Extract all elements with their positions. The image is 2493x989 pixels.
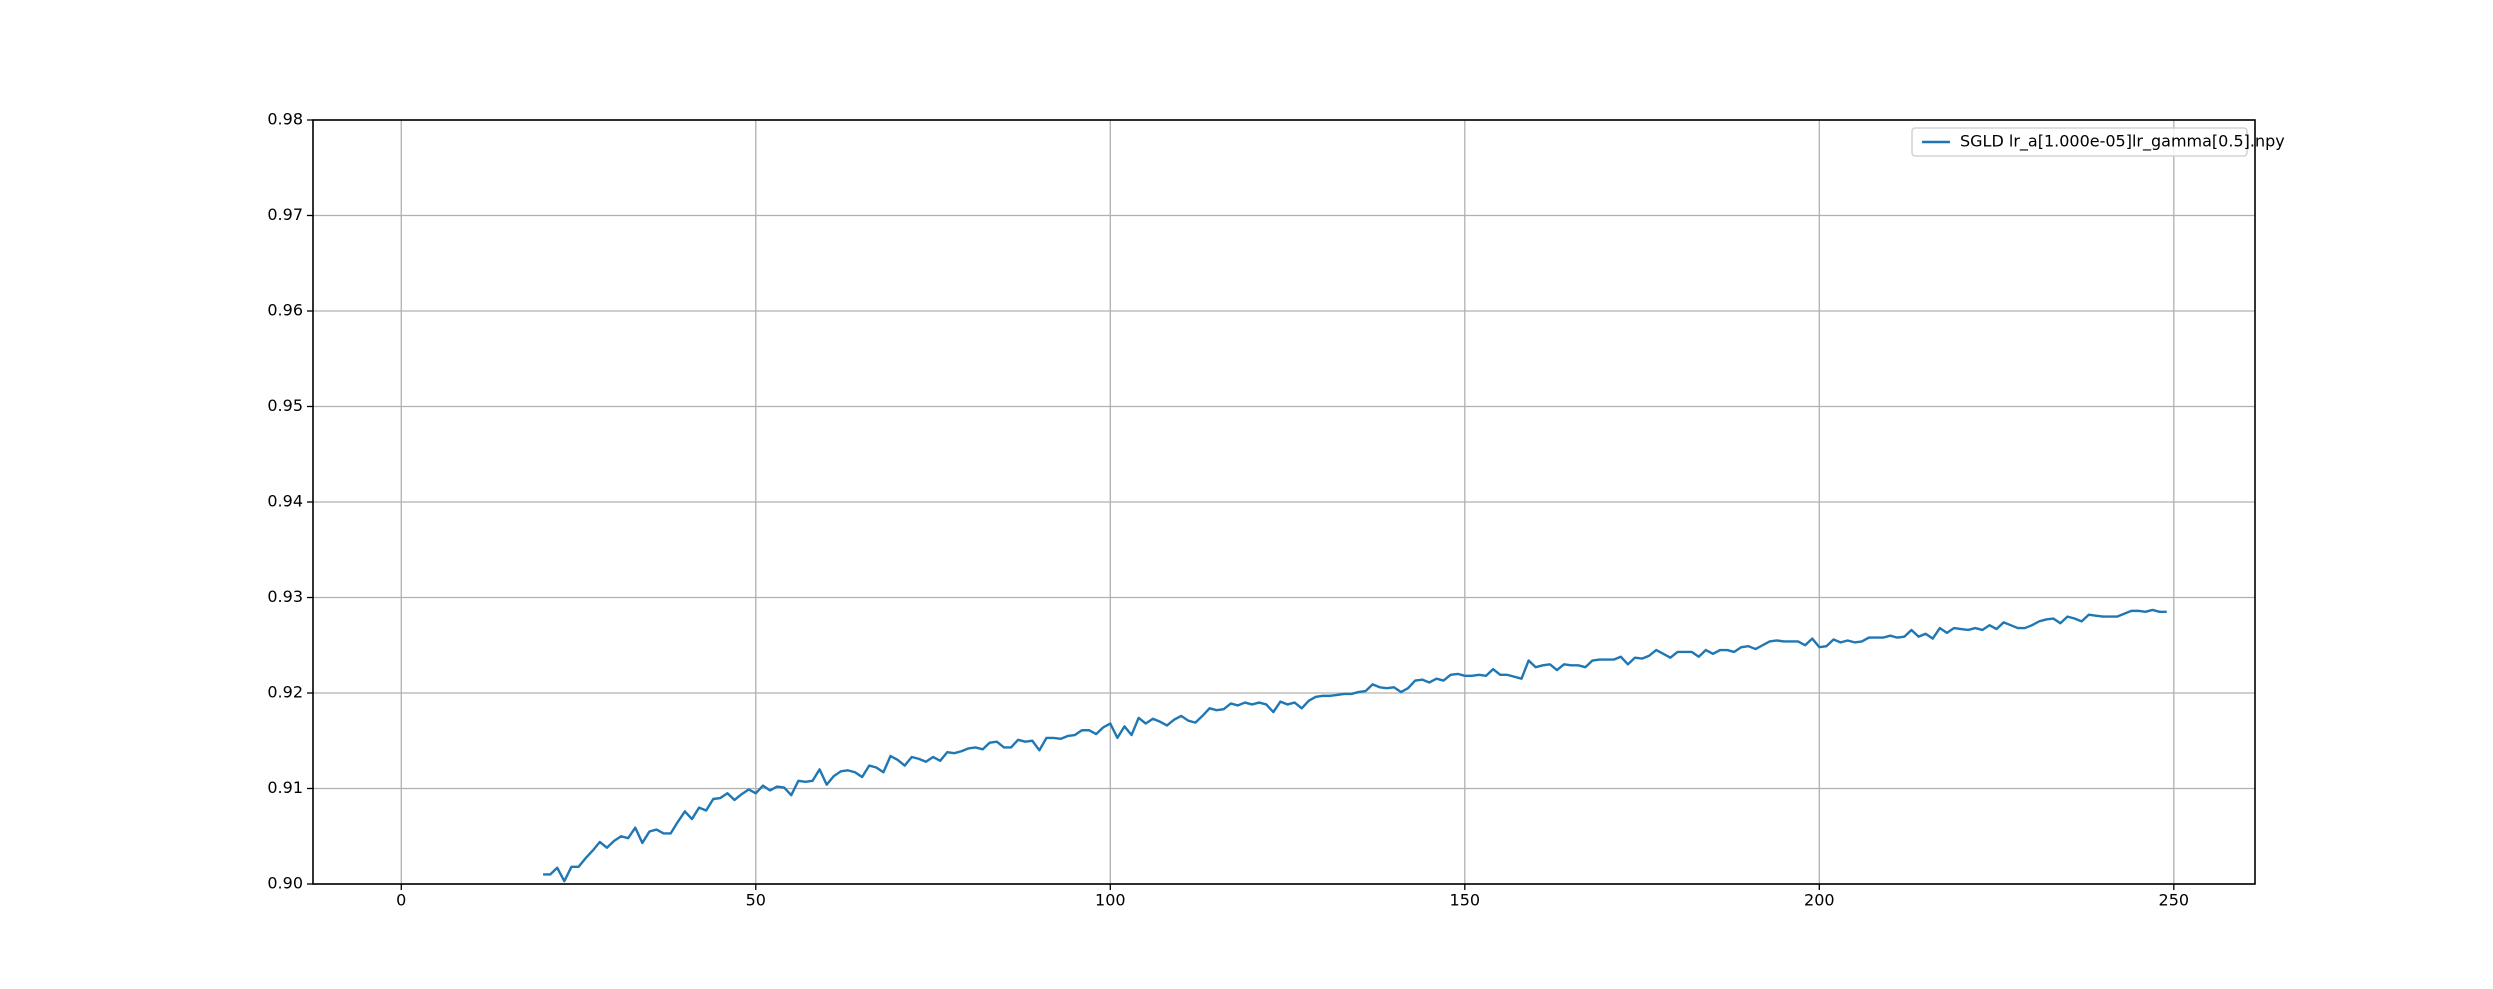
y-tick-label: 0.91 bbox=[267, 778, 303, 797]
y-tick-label: 0.95 bbox=[267, 396, 303, 415]
x-tick-label: 150 bbox=[1450, 891, 1481, 910]
plot-area bbox=[543, 608, 2167, 883]
x-tick-label: 50 bbox=[746, 891, 766, 910]
legend: SGLD lr_a[1.000e-05]lr_gamma[0.5].npy bbox=[1911, 127, 2285, 157]
y-tick-label: 0.97 bbox=[267, 205, 303, 224]
y-tick-label: 0.94 bbox=[267, 492, 303, 511]
y-tick-label: 0.96 bbox=[267, 301, 303, 320]
x-tick-label: 0 bbox=[396, 891, 406, 910]
y-tick-label: 0.98 bbox=[267, 110, 303, 129]
legend-label: SGLD lr_a[1.000e-05]lr_gamma[0.5].npy bbox=[1960, 132, 2285, 152]
y-tick-label: 0.92 bbox=[267, 683, 303, 702]
y-tick-label: 0.93 bbox=[267, 587, 303, 606]
x-tick-label: 200 bbox=[1804, 891, 1835, 910]
x-tick-label: 250 bbox=[2159, 891, 2190, 910]
y-tick-label: 0.90 bbox=[267, 874, 303, 893]
ticks: 0 50 100 150 200 250 0.90 0.91 0.92 0.93 0.94 0.95 0… bbox=[267, 110, 2189, 910]
legend-box bbox=[1911, 127, 2248, 157]
grid bbox=[313, 119, 2255, 885]
data-line bbox=[543, 608, 2167, 883]
x-tick-label: 100 bbox=[1095, 891, 1126, 910]
